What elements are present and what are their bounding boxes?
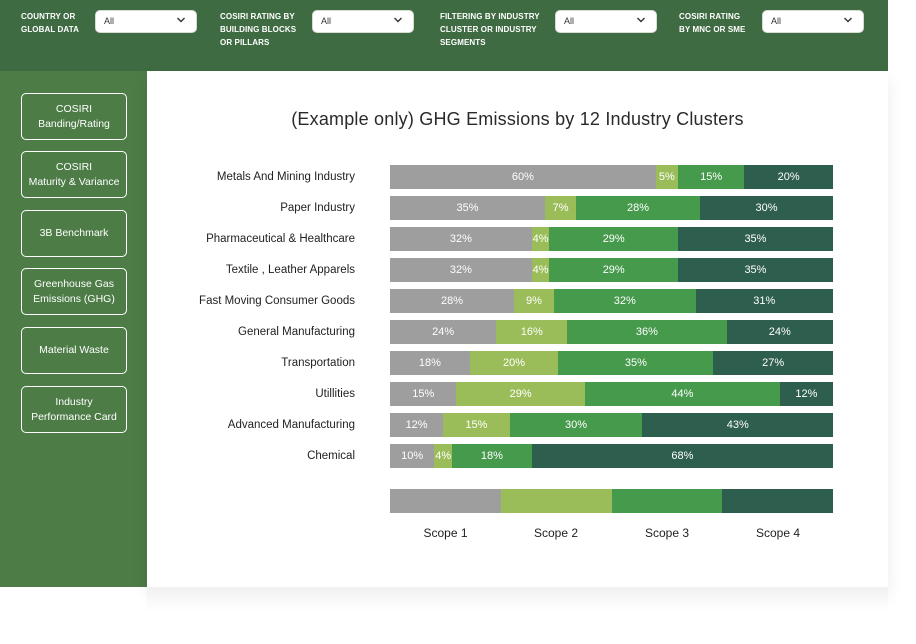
- bar-segment-scope-4[interactable]: 12%: [779, 382, 833, 406]
- bar-segment-scope-2[interactable]: 9%: [514, 289, 554, 313]
- bar-segment-scope-1[interactable]: 24%: [390, 320, 497, 344]
- sidebar-item-ghg-emissions[interactable]: Greenhouse Gas Emissions (GHG): [21, 268, 127, 315]
- stacked-bar[interactable]: 32% 4% 29% 35%: [390, 258, 833, 282]
- bar-segment-scope-2[interactable]: 4%: [434, 444, 453, 468]
- bar-segment-scope-2[interactable]: 15%: [443, 413, 510, 437]
- filter-label-industry-cluster: FILTERING BY INDUSTRY CLUSTER OR INDUSTR…: [440, 12, 540, 47]
- filter-bar: COUNTRY OR GLOBAL DATA All COSIRI RATING…: [0, 0, 888, 71]
- category-label: Advanced Manufacturing: [227, 419, 355, 431]
- bar-segment-scope-1[interactable]: 28%: [390, 289, 515, 313]
- bar-segment-scope-4[interactable]: 35%: [677, 258, 833, 282]
- bar-segment-scope-3[interactable]: 44%: [584, 382, 780, 406]
- bar-segment-scope-4[interactable]: 43%: [642, 413, 833, 437]
- bar-segment-scope-2[interactable]: 29%: [456, 382, 585, 406]
- sidebar: COSIRI Banding/Rating COSIRI Maturity & …: [0, 71, 147, 587]
- industry-cluster-select[interactable]: All: [555, 10, 657, 33]
- category-label: Paper Industry: [280, 202, 355, 214]
- stacked-bar[interactable]: 32% 4% 29% 35%: [390, 227, 833, 251]
- bar-segment-scope-3[interactable]: 30%: [509, 413, 643, 437]
- sidebar-item-3b-benchmark[interactable]: 3B Benchmark: [21, 210, 127, 257]
- panel-shadow: [147, 587, 888, 612]
- stacked-bar[interactable]: 60% 5% 15% 20%: [390, 165, 833, 189]
- bar-segment-scope-3[interactable]: 36%: [567, 320, 727, 344]
- legend-label-scope-3: Scope 3: [644, 526, 690, 540]
- legend-swatch-scope-3: [611, 489, 723, 513]
- stacked-bar[interactable]: 10% 4% 18% 68%: [390, 444, 833, 468]
- chevron-down-icon: [394, 17, 402, 23]
- mnc-sme-select-value: All: [771, 16, 782, 26]
- filter-label-building-blocks: COSIRI RATING BY BUILDING BLOCKS OR PILL…: [220, 12, 297, 47]
- chart-title: (Example only) GHG Emissions by 12 Indus…: [291, 109, 744, 129]
- category-label: Chemical: [307, 450, 355, 462]
- category-label: Pharmaceutical & Healthcare: [206, 233, 355, 245]
- chart-legend: [390, 489, 833, 513]
- category-label: Metals And Mining Industry: [216, 171, 355, 183]
- legend-swatch-scope-1: [390, 489, 501, 513]
- bar-segment-scope-3[interactable]: 28%: [576, 196, 701, 220]
- bar-segment-scope-1[interactable]: 35%: [390, 196, 546, 220]
- industry-cluster-select-value: All: [564, 16, 575, 26]
- bar-segment-scope-4[interactable]: 31%: [695, 289, 833, 313]
- building-blocks-select[interactable]: All: [312, 10, 414, 33]
- category-label: Textile , Leather Apparels: [225, 264, 355, 276]
- mnc-sme-select[interactable]: All: [762, 10, 864, 33]
- category-label: General Manufacturing: [238, 326, 355, 338]
- stacked-bar[interactable]: 24% 16% 36% 24%: [390, 320, 833, 344]
- legend-label-scope-1: Scope 1: [423, 526, 468, 540]
- bar-segment-scope-1[interactable]: 32%: [390, 227, 532, 251]
- bar-segment-scope-3[interactable]: 29%: [549, 258, 678, 282]
- bar-segment-scope-1[interactable]: 32%: [390, 258, 532, 282]
- sidebar-item-cosiri-maturity[interactable]: COSIRI Maturity & Variance: [21, 151, 127, 198]
- bar-segment-scope-2[interactable]: 4%: [531, 258, 550, 282]
- bar-segment-scope-3[interactable]: 18%: [452, 444, 532, 468]
- stacked-bar[interactable]: 28% 9% 32% 31%: [390, 289, 833, 313]
- stacked-bar[interactable]: 12% 15% 30% 43%: [390, 413, 833, 437]
- bar-segment-scope-2[interactable]: 16%: [496, 320, 568, 344]
- bar-segment-scope-3[interactable]: 35%: [558, 351, 714, 375]
- legend-label-scope-2: Scope 2: [533, 526, 579, 540]
- country-select-value: All: [104, 16, 115, 26]
- chevron-down-icon: [637, 17, 645, 23]
- country-select[interactable]: All: [95, 10, 197, 33]
- bar-segment-scope-3[interactable]: 15%: [677, 165, 745, 189]
- bar-segment-scope-4[interactable]: 20%: [744, 165, 833, 189]
- chevron-down-icon: [844, 17, 852, 23]
- sidebar-item-material-waste[interactable]: Material Waste: [21, 327, 127, 374]
- legend-swatch-scope-2: [500, 489, 612, 513]
- building-blocks-select-value: All: [321, 16, 332, 26]
- bar-segment-scope-2[interactable]: 5%: [655, 165, 678, 189]
- category-label: Transportation: [281, 357, 355, 369]
- bar-segment-scope-4[interactable]: 24%: [726, 320, 833, 344]
- bar-segment-scope-3[interactable]: 29%: [549, 227, 678, 251]
- chart-panel: (Example only) GHG Emissions by 12 Indus…: [147, 71, 888, 587]
- legend-swatch-scope-4: [722, 489, 833, 513]
- bar-segment-scope-4[interactable]: 35%: [677, 227, 833, 251]
- bar-segment-scope-3[interactable]: 32%: [553, 289, 696, 313]
- bar-segment-scope-1[interactable]: 15%: [390, 382, 457, 406]
- bar-segment-scope-1[interactable]: 18%: [390, 351, 470, 375]
- stacked-bar[interactable]: 35% 7% 28% 30%: [390, 196, 833, 220]
- stacked-bar[interactable]: 15% 29% 44% 12%: [390, 382, 833, 406]
- filter-label-mnc-sme: COSIRI RATING BY MNC OR SME: [679, 12, 746, 34]
- category-label: Fast Moving Consumer Goods: [199, 295, 355, 307]
- bar-segment-scope-1[interactable]: 12%: [390, 413, 444, 437]
- bar-segment-scope-2[interactable]: 20%: [469, 351, 559, 375]
- category-label: Utillities: [315, 388, 355, 400]
- bar-segment-scope-4[interactable]: 27%: [713, 351, 833, 375]
- sidebar-item-industry-performance[interactable]: Industry Performance Card: [21, 386, 127, 433]
- sidebar-item-cosiri-banding[interactable]: COSIRI Banding/Rating: [21, 93, 127, 140]
- stacked-bar[interactable]: 18% 20% 35% 27%: [390, 351, 833, 375]
- bar-segment-scope-1[interactable]: 10%: [390, 444, 435, 468]
- bar-segment-scope-2[interactable]: 4%: [531, 227, 550, 251]
- filter-label-country: COUNTRY OR GLOBAL DATA: [21, 12, 79, 34]
- legend-label-scope-4: Scope 4: [755, 526, 801, 540]
- bar-segment-scope-4[interactable]: 30%: [700, 196, 833, 220]
- bar-segment-scope-1[interactable]: 60%: [390, 165, 656, 189]
- bar-segment-scope-4[interactable]: 68%: [531, 444, 833, 468]
- bar-segment-scope-2[interactable]: 7%: [545, 196, 577, 220]
- chevron-down-icon: [177, 17, 185, 23]
